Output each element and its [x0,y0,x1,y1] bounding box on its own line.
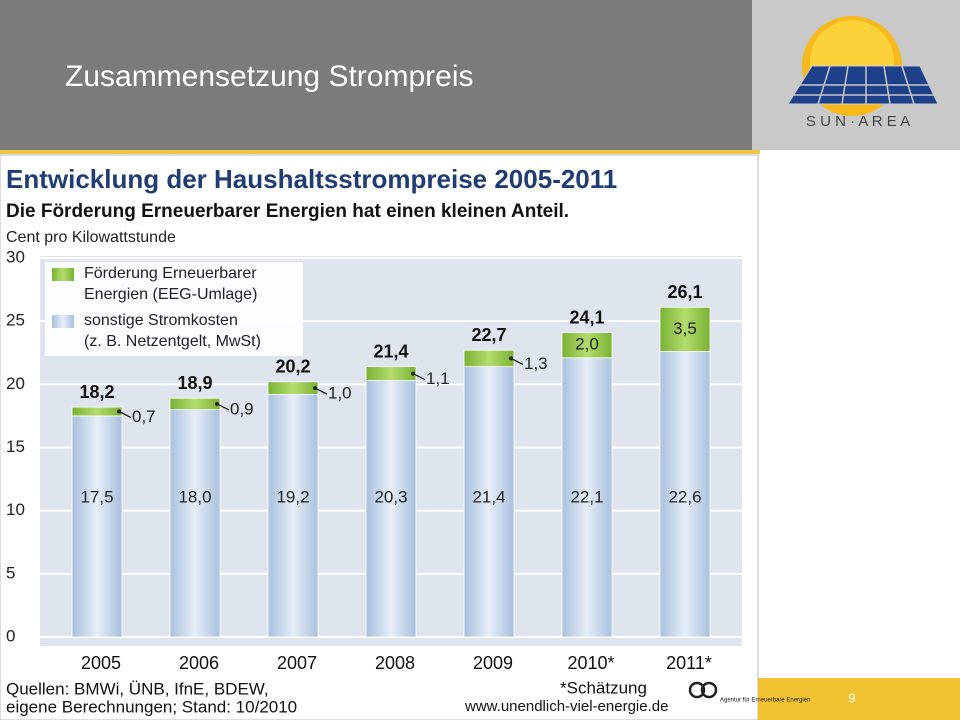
bar-segment [463,366,515,638]
bar-segment [365,380,417,638]
total-label: 18,2 [79,382,114,402]
x-tick-label: 2009 [473,653,513,673]
total-label: 21,4 [373,341,408,361]
label-pointer [412,373,426,381]
chart-subtitle: Die Förderung Erneuerbarer Energien hat … [6,201,569,222]
total-label: 20,2 [275,357,310,377]
total-label: 22,7 [471,325,506,345]
bar-segment [659,351,711,638]
legend-swatch [52,315,74,328]
bar-segment [365,366,417,381]
value-label: 2,0 [575,335,599,354]
total-label: 24,1 [569,307,604,327]
total-label: 26,1 [667,282,702,302]
page-number: 9 [848,690,855,705]
logo: S U N · A R E A [787,16,939,130]
legend-label: sonstige Stromkosten (z. B. Netzentgelt, … [84,312,261,350]
x-tick-label: 2011* [666,653,712,673]
legend-swatch [52,268,74,281]
value-label: 22,1 [570,487,603,506]
value-label: 0,7 [132,407,156,426]
y-tick-label: 10 [6,500,25,519]
agency-name: Agentur für Erneuerbare Energien [720,698,810,704]
value-label: 1,1 [426,369,450,388]
x-tick-label: 2008 [375,653,415,673]
y-axis-label: Cent pro Kilowattstunde [6,229,176,246]
agency-logo: Agentur für Erneuerbare Energien [688,681,810,704]
bar-segment [463,349,515,368]
slide-title: Zusammensetzung Strompreis [65,60,474,93]
value-label: 22,6 [668,487,701,506]
header-rule [0,150,760,154]
value-label: 1,3 [524,354,548,373]
bar-segment [169,397,221,411]
value-label: 20,3 [374,487,407,506]
logo-text: S U N · A R E A [806,113,910,130]
x-tick-label: 2010* [567,653,614,673]
bar-segment [561,332,613,359]
bar-segment [659,306,711,352]
bar-segment [267,394,319,638]
x-tick-label: 2005 [81,653,121,673]
y-tick-label: 25 [6,311,25,330]
total-label: 18,9 [177,373,212,393]
source-line: eigene Berechnungen; Stand: 10/2010 [6,697,297,716]
header-bar [0,0,752,150]
y-tick-label: 30 [6,247,25,266]
label-pointer [510,357,524,366]
y-tick-label: 20 [6,374,25,393]
chart-title: Entwicklung der Haushaltsstrompreise 200… [6,164,617,194]
x-tick-label: 2006 [179,653,219,673]
bar-segment [169,409,221,638]
legend-label: Förderung Erneuerbarer Energien (EEG-Umla… [84,265,257,303]
bar-segment [561,357,613,638]
label-pointer [216,403,230,411]
value-label: 17,5 [80,487,113,506]
label-pointer [118,410,132,419]
value-label: 1,0 [328,384,352,403]
label-pointer [314,387,328,395]
bar-segment [71,406,123,417]
y-tick-label: 0 [6,626,15,645]
value-label: 0,9 [230,399,254,418]
bar-segment [267,381,319,395]
url: www.unendlich-viel-energie.de [464,698,668,715]
bar-segment [71,415,123,638]
footnote: *Schätzung [560,678,647,697]
value-label: 21,4 [472,487,505,506]
legend-box [45,262,303,356]
value-label: 18,0 [178,487,211,506]
x-tick-label: 2007 [277,653,317,673]
y-tick-label: 5 [6,563,15,582]
y-tick-label: 15 [6,437,25,456]
footer-bar [758,678,960,720]
value-label: 19,2 [276,487,309,506]
value-label: 3,5 [673,319,697,338]
source-line: Quellen: BMWi, ÜNB, IfnE, BDEW, [6,679,269,698]
